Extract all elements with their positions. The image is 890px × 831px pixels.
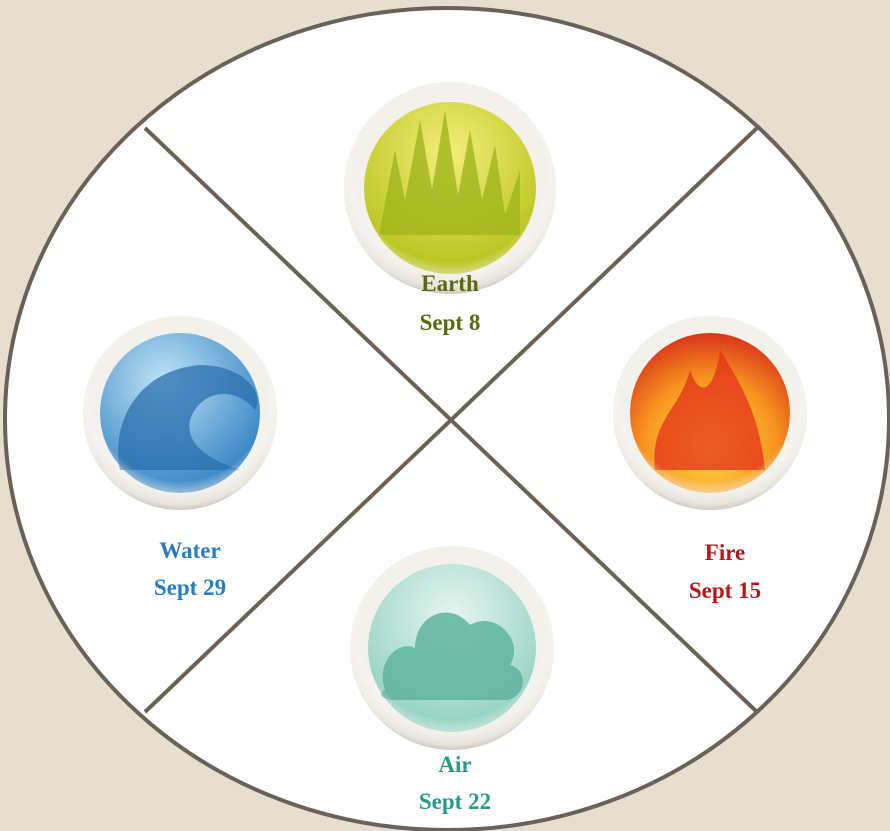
node-label: Water bbox=[159, 538, 220, 563]
node-label: Fire bbox=[705, 540, 745, 565]
node-date: Sept 15 bbox=[689, 578, 761, 603]
node-label: Air bbox=[438, 752, 471, 777]
node-date: Sept 29 bbox=[154, 575, 226, 600]
air-orb bbox=[350, 546, 554, 750]
water-orb bbox=[83, 316, 277, 510]
node-date: Sept 22 bbox=[419, 789, 491, 814]
earth-orb bbox=[344, 82, 556, 294]
elements-diagram: Earth Sept 8 Fire Sept 15 Air Sept 22 Wa… bbox=[0, 0, 890, 831]
fire-orb bbox=[613, 316, 807, 510]
node-label: Earth bbox=[421, 271, 479, 296]
node-date: Sept 8 bbox=[420, 310, 481, 335]
